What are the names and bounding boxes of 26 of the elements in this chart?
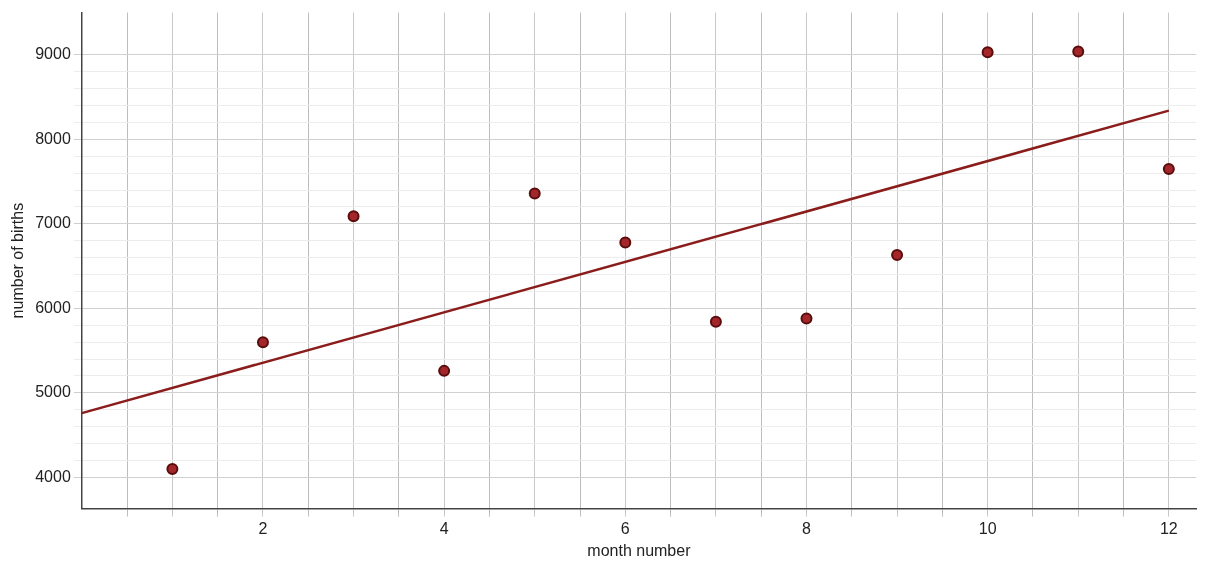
- point: [1072, 45, 1085, 58]
- point: [891, 249, 904, 262]
- point: [981, 46, 994, 59]
- x-tick-label: 2: [258, 519, 268, 537]
- x-tick-label: 12: [1159, 519, 1178, 537]
- x-tick-label: 6: [620, 519, 630, 537]
- x-tick-label: 10: [978, 519, 997, 537]
- y-tick-label: 5000: [35, 383, 71, 401]
- point: [1162, 162, 1175, 175]
- point: [528, 187, 541, 200]
- y-tick-label: 6000: [35, 298, 71, 316]
- x-tick-label: 8: [802, 519, 812, 537]
- x-axis-title: month number: [587, 541, 692, 559]
- point: [619, 236, 632, 249]
- x-tick-label: 4: [439, 519, 449, 537]
- y-tick-label: 4000: [35, 467, 71, 485]
- point: [256, 336, 269, 349]
- y-tick-label: 8000: [35, 129, 71, 147]
- point: [709, 315, 722, 328]
- y-axis-title: number of births: [9, 202, 27, 319]
- point: [166, 462, 179, 475]
- point: [347, 210, 360, 223]
- y-tick-label: 9000: [35, 45, 71, 63]
- y-tick-label: 7000: [35, 214, 71, 232]
- point: [800, 312, 813, 325]
- point: [438, 364, 451, 377]
